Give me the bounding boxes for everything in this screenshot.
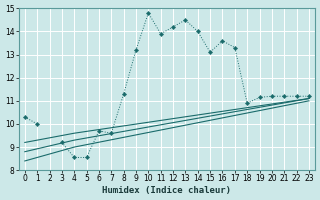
X-axis label: Humidex (Indice chaleur): Humidex (Indice chaleur) <box>102 186 231 195</box>
